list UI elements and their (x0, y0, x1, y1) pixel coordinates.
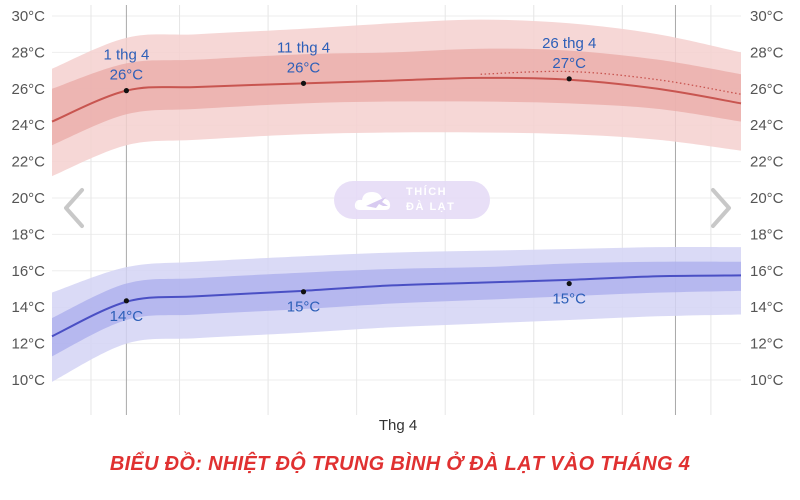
x-axis-label: Thg 4 (379, 417, 417, 434)
low-marker-temp: 15°C (287, 299, 321, 316)
chart-caption: BIỂU ĐỒ: NHIỆT ĐỘ TRUNG BÌNH Ở ĐÀ LẠT VÀ… (109, 453, 691, 475)
prev-arrow-icon[interactable] (56, 183, 92, 233)
y-tick-left-28: 28°C (11, 44, 45, 61)
y-tick-left-24: 24°C (11, 117, 45, 134)
y-tick-right-16: 16°C (750, 263, 784, 280)
cloud-plane-icon (354, 192, 391, 210)
y-tick-left-12: 12°C (11, 336, 45, 353)
high-band-inner (52, 48, 741, 146)
low-marker-dot (300, 289, 307, 295)
y-tick-right-18: 18°C (750, 226, 784, 243)
line-layer (51, 70, 742, 338)
y-tick-right-14: 14°C (750, 299, 784, 316)
high-marker-dot (300, 80, 307, 86)
y-tick-right-30: 30°C (750, 8, 784, 25)
high-mean-line (51, 76, 742, 123)
next-arrow-icon[interactable] (704, 183, 740, 233)
high-marker-temp: 26°C (110, 67, 144, 84)
watermark-line-1: THÍCH (406, 186, 448, 198)
y-tick-right-24: 24°C (750, 117, 784, 134)
y-tick-left-30: 30°C (11, 8, 45, 25)
marker-layer: 1 thg 4 26°C 11 thg 4 26°C 26 thg 4 27°C 14°C 1… (103, 35, 596, 325)
y-tick-right-22: 22°C (750, 154, 784, 171)
y-tick-left-26: 26°C (11, 81, 45, 98)
y-tick-right-10: 10°C (750, 372, 784, 389)
low-marker-temp: 15°C (552, 291, 586, 308)
high-marker-date: 1 thg 4 (103, 47, 149, 64)
y-tick-left-22: 22°C (11, 154, 45, 171)
y-tick-left-14: 14°C (11, 299, 45, 316)
y-tick-right-12: 12°C (750, 336, 784, 353)
low-marker-temp: 14°C (110, 308, 144, 325)
watermark-line-2: ĐÀ LẠT (406, 201, 456, 213)
high-marker-temp: 26°C (287, 59, 321, 76)
watermark-logo: THÍCH ĐÀ LẠT (334, 181, 490, 219)
y-tick-right-28: 28°C (750, 44, 784, 61)
y-tick-left-20: 20°C (11, 190, 45, 207)
high-dotted-line (480, 70, 742, 95)
low-marker-dot (123, 298, 129, 304)
y-tick-right-20: 20°C (750, 190, 784, 207)
low-mean-line (51, 274, 742, 338)
high-marker-temp: 27°C (552, 55, 586, 72)
high-marker-dot (123, 88, 129, 94)
y-axis-left: 10°C 12°C 14°C 16°C 18°C 20°C 22°C 24°C 26°C 28°C… (11, 8, 45, 389)
high-marker-date: 11 thg 4 (277, 39, 330, 56)
low-marker-dot (566, 280, 572, 287)
high-marker-date: 26 thg 4 (542, 35, 596, 52)
y-tick-left-16: 16°C (11, 263, 45, 280)
y-tick-left-18: 18°C (11, 226, 45, 243)
y-tick-right-26: 26°C (750, 81, 784, 98)
y-axis-right: 10°C 12°C 14°C 16°C 18°C 20°C 22°C 24°C 26°C 28°C… (750, 8, 784, 389)
y-tick-left-10: 10°C (11, 372, 45, 389)
high-marker-dot (566, 76, 572, 82)
